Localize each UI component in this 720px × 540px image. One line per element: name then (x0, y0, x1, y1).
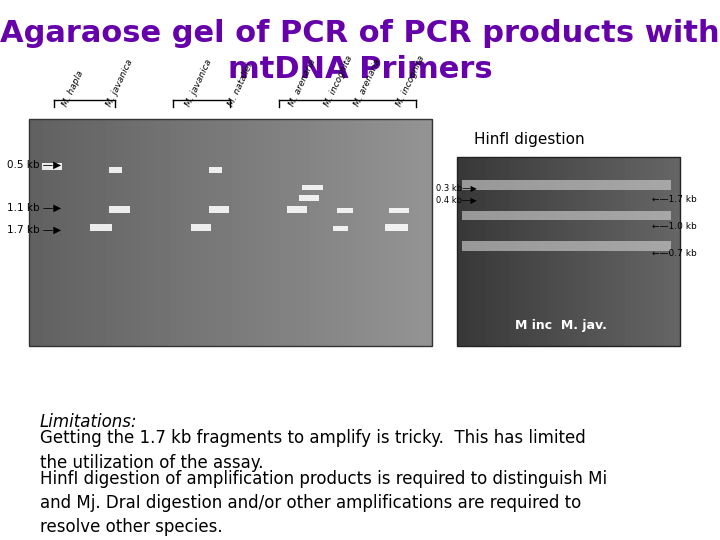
Bar (333, 226, 348, 231)
Bar (337, 208, 353, 213)
Text: ←—0.7 kb: ←—0.7 kb (652, 249, 697, 258)
Text: M. incognita: M. incognita (323, 54, 354, 108)
Bar (287, 206, 307, 213)
Text: M. javanica: M. javanica (104, 58, 134, 108)
Text: ←—1.7 kb: ←—1.7 kb (652, 195, 697, 204)
Bar (209, 167, 222, 173)
Text: M inc  M. jav.: M inc M. jav. (515, 319, 607, 332)
Bar (109, 167, 122, 173)
Bar (462, 180, 671, 190)
Text: M. incognita: M. incognita (395, 54, 426, 108)
Bar (302, 185, 323, 190)
Text: M. javanica: M. javanica (184, 58, 213, 108)
Text: 1.1 kb —▶: 1.1 kb —▶ (7, 203, 61, 213)
Bar (462, 211, 671, 220)
Bar (457, 157, 680, 346)
Bar (209, 206, 229, 213)
Text: 1.7 kb —▶: 1.7 kb —▶ (7, 225, 61, 234)
Bar (462, 241, 671, 251)
Text: Agaraose gel of PCR of PCR products with
mtDNA Primers: Agaraose gel of PCR of PCR products with… (0, 19, 720, 84)
Text: M. arenaria: M. arenaria (353, 58, 382, 108)
Bar (191, 224, 211, 231)
Bar (389, 208, 409, 213)
Text: 0.3 kb—▶: 0.3 kb—▶ (436, 184, 477, 192)
Text: M. arenaria: M. arenaria (288, 58, 318, 108)
Text: 0.5 kb —▶: 0.5 kb —▶ (7, 160, 61, 170)
Bar (42, 163, 62, 170)
Bar (385, 224, 408, 231)
Text: 0.4 kb—▶: 0.4 kb—▶ (436, 195, 477, 204)
Text: ←—1.0 kb: ←—1.0 kb (652, 222, 697, 231)
Bar (29, 119, 432, 346)
Text: M. natallei: M. natallei (227, 62, 255, 108)
Bar (90, 224, 112, 231)
Text: M. hapla: M. hapla (61, 69, 86, 108)
Bar (299, 195, 319, 201)
Text: HinfI digestion: HinfI digestion (474, 132, 585, 147)
Text: Getting the 1.7 kb fragments to amplify is tricky.  This has limited
the utiliza: Getting the 1.7 kb fragments to amplify … (40, 429, 585, 471)
Text: HinfI digestion of amplification products is required to distinguish Mi
and Mj. : HinfI digestion of amplification product… (40, 470, 607, 536)
Bar (109, 206, 130, 213)
Text: Limitations:: Limitations: (40, 413, 137, 431)
